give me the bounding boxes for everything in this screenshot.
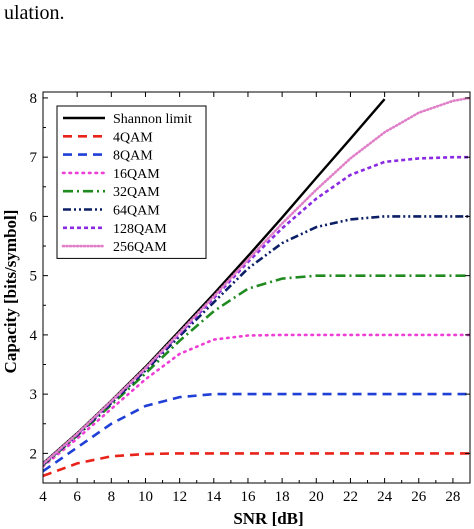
- page-text-fragment: ulation.: [4, 2, 65, 24]
- series-line-8qam: [43, 392, 470, 473]
- x-tick-label: 28: [445, 489, 460, 505]
- y-axis-label: Capacity [bits/symbol]: [1, 210, 20, 374]
- x-tick-label: 16: [240, 489, 256, 505]
- y-tick-label: 3: [30, 387, 38, 403]
- legend-label: 64QAM: [113, 204, 160, 219]
- x-tick-label: 4: [39, 489, 47, 505]
- y-tick-label: 5: [30, 269, 38, 285]
- legend-label: 4QAM: [113, 130, 153, 145]
- series-line-16qam: [43, 333, 470, 468]
- x-tick-label: 20: [309, 489, 324, 505]
- legend-box: [56, 105, 207, 259]
- legend-label: 256QAM: [113, 240, 167, 255]
- x-tick-label: 14: [206, 489, 222, 505]
- y-tick-label: 7: [30, 150, 38, 166]
- legend-label: 16QAM: [113, 167, 160, 182]
- legend-label: 128QAM: [113, 222, 167, 237]
- y-tick-label: 8: [30, 91, 38, 107]
- series-line-4qam: [43, 452, 470, 478]
- x-tick-label: 18: [275, 489, 290, 505]
- legend-label: 32QAM: [113, 185, 160, 200]
- x-tick-label: 6: [73, 489, 81, 505]
- x-tick-label: 24: [377, 489, 393, 505]
- x-tick-label: 10: [138, 489, 153, 505]
- y-tick-label: 4: [30, 328, 38, 344]
- x-tick-label: 22: [343, 489, 358, 505]
- x-tick-label: 8: [108, 489, 116, 505]
- axes: 4 6 8 10 12 14 16 18 20 22 24 26 28 2 3 4 5 6 7 8: [30, 91, 471, 505]
- series-line-256qam: [43, 96, 470, 466]
- y-tick-label: 6: [30, 209, 38, 225]
- plot-frame: [42, 91, 471, 484]
- x-tick-label: 26: [411, 489, 427, 505]
- legend-label: Shannon limit: [113, 112, 192, 127]
- x-tick-label: 12: [172, 489, 187, 505]
- legend-label: 8QAM: [113, 149, 153, 164]
- plot-area: [43, 96, 470, 478]
- x-axis-label: SNR [dB]: [233, 509, 303, 528]
- series-line-64qam: [43, 215, 470, 466]
- legend: Shannon limit 4QAM 8QAM 16QAM 32QAM 64QAM 128Q…: [56, 105, 207, 259]
- y-tick-label: 2: [30, 446, 38, 462]
- series-line-32qam: [43, 274, 470, 467]
